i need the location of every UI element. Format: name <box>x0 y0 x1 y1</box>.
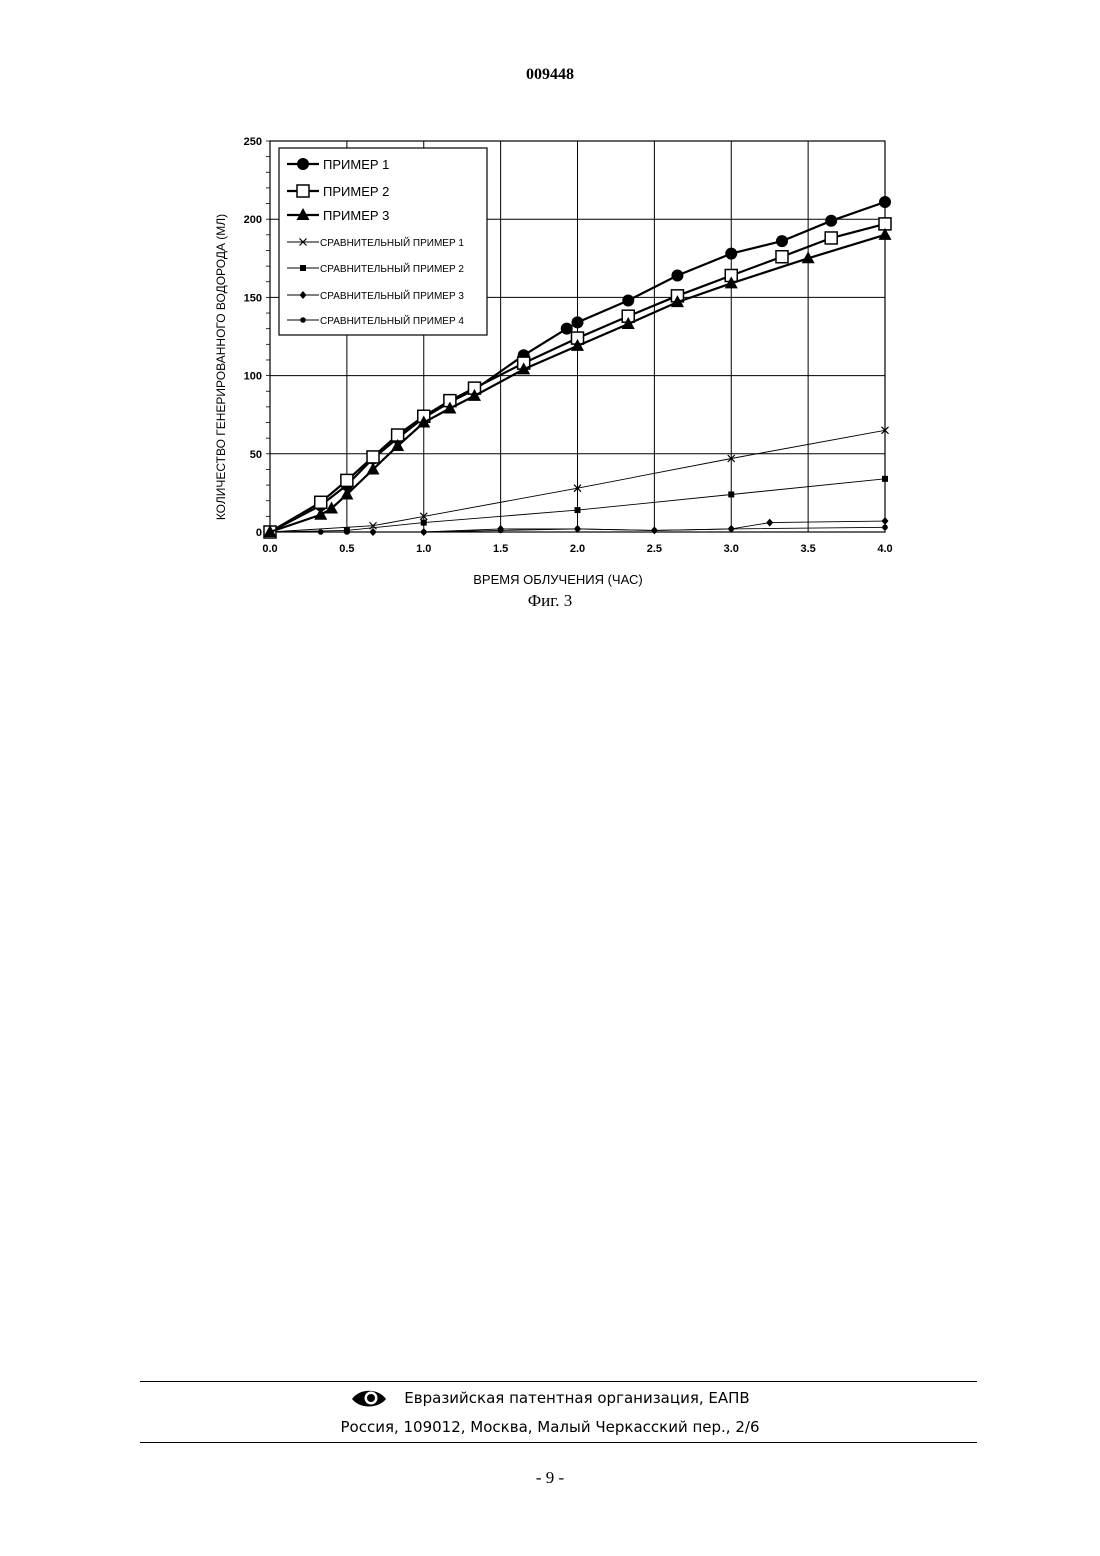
legend-label: СРАВНИТЕЛЬНЫЙ ПРИМЕР 2 <box>320 262 464 275</box>
legend-entry: ПРИМЕР 1 <box>287 157 389 172</box>
data-point <box>728 526 734 532</box>
y-tick-label: 200 <box>244 214 262 226</box>
footer-bottom-divider <box>140 1442 977 1443</box>
y-tick-label: 150 <box>244 292 262 304</box>
x-tick-label: 0.5 <box>339 543 354 555</box>
chart-legend: ПРИМЕР 1 ПРИМЕР 2 ПРИМЕР 3 СРАВНИТЕЛЬНЫЙ ПР… <box>279 148 487 335</box>
x-tick-label: 3.0 <box>724 543 739 555</box>
x-tick-label: 1.5 <box>493 543 508 555</box>
data-point <box>315 496 327 508</box>
footer-top-divider <box>140 1381 977 1382</box>
data-point <box>652 528 658 534</box>
data-point <box>882 476 888 482</box>
data-point <box>341 474 353 486</box>
data-point <box>879 196 891 208</box>
y-tick-label: 100 <box>244 371 262 383</box>
data-point <box>300 265 306 271</box>
footer-organization-row: Евразийская патентная организация, ЕАПВ <box>0 1383 1100 1413</box>
legend-label: ПРИМЕР 1 <box>323 157 389 172</box>
x-tick-label: 1.0 <box>416 543 431 555</box>
data-point <box>725 248 737 260</box>
data-point <box>575 507 581 513</box>
y-tick-label: 50 <box>250 449 262 461</box>
x-tick-label: 0.0 <box>262 543 277 555</box>
data-point <box>882 517 889 525</box>
hydrogen-generation-chart: 0 50 100 150 200 250 0.0 0.5 1.0 1.5 2.0 2.5 3.0 3.5 4… <box>200 125 920 605</box>
footer-organization: Евразийская патентная организация, ЕАПВ <box>404 1389 749 1407</box>
data-point <box>367 451 379 463</box>
data-point <box>825 232 837 244</box>
data-point <box>825 215 837 227</box>
document-number: 009448 <box>0 66 1100 84</box>
legend-label: ПРИМЕР 3 <box>323 208 389 223</box>
y-axis-label: КОЛИЧЕСТВО ГЕНЕРИРОВАННОГО ВОДОРОДА (МЛ) <box>214 214 228 520</box>
data-point <box>622 295 634 307</box>
data-point <box>766 519 773 527</box>
data-point <box>421 529 427 535</box>
data-point <box>344 529 350 535</box>
data-point <box>572 316 584 328</box>
legend-label: ПРИМЕР 2 <box>323 184 389 199</box>
y-tick-label: 250 <box>244 136 262 148</box>
data-point <box>297 185 309 197</box>
x-tick-label: 2.5 <box>647 543 662 555</box>
legend-label: СРАВНИТЕЛЬНЫЙ ПРИМЕР 1 <box>320 236 464 249</box>
figure-caption: Фиг. 3 <box>0 591 1100 611</box>
legend-entry: ПРИМЕР 2 <box>287 184 389 199</box>
data-point <box>882 525 888 531</box>
data-point <box>370 529 376 535</box>
x-axis-label: ВРЕМЯ ОБЛУЧЕНИЯ (ЧАС) <box>473 572 642 587</box>
page-number: - 9 - <box>0 1468 1100 1488</box>
data-point <box>300 317 306 323</box>
data-point <box>776 251 788 263</box>
legend-label: СРАВНИТЕЛЬНЫЙ ПРИМЕР 3 <box>320 289 464 302</box>
data-point <box>318 529 324 535</box>
data-point <box>421 520 427 526</box>
eapo-eye-logo-icon <box>350 1386 388 1410</box>
data-point <box>498 528 504 534</box>
data-point <box>314 508 327 520</box>
data-point <box>776 235 788 247</box>
x-tick-label: 3.5 <box>800 543 815 555</box>
data-point <box>575 526 581 532</box>
y-tick-label: 0 <box>256 527 262 539</box>
footer-address: Россия, 109012, Москва, Малый Черкасский… <box>0 1418 1100 1436</box>
legend-label: СРАВНИТЕЛЬНЫЙ ПРИМЕР 4 <box>320 314 464 327</box>
data-point <box>297 158 309 170</box>
x-tick-label: 4.0 <box>877 543 892 555</box>
data-point <box>671 270 683 282</box>
x-tick-label: 2.0 <box>570 543 585 555</box>
data-point <box>728 491 734 497</box>
